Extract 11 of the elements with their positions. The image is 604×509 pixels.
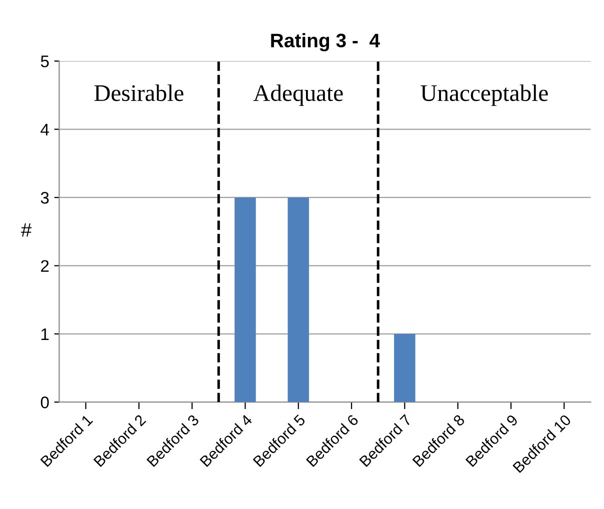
y-tick-label: 2 <box>41 260 49 272</box>
y-tick-label: 0 <box>40 396 49 408</box>
chart-title: Rating 3 - 4 <box>271 33 380 52</box>
annotation: Adequate <box>253 84 343 106</box>
annotation: Desirable <box>94 84 184 102</box>
annotation: Unacceptable <box>420 84 548 106</box>
y-tick-label: 4 <box>40 124 49 136</box>
y-tick-label: 1 <box>41 328 49 340</box>
y-tick-label: 3 <box>40 192 49 204</box>
y-axis-title: # <box>20 223 32 237</box>
y-tick-label: 5 <box>40 56 49 68</box>
